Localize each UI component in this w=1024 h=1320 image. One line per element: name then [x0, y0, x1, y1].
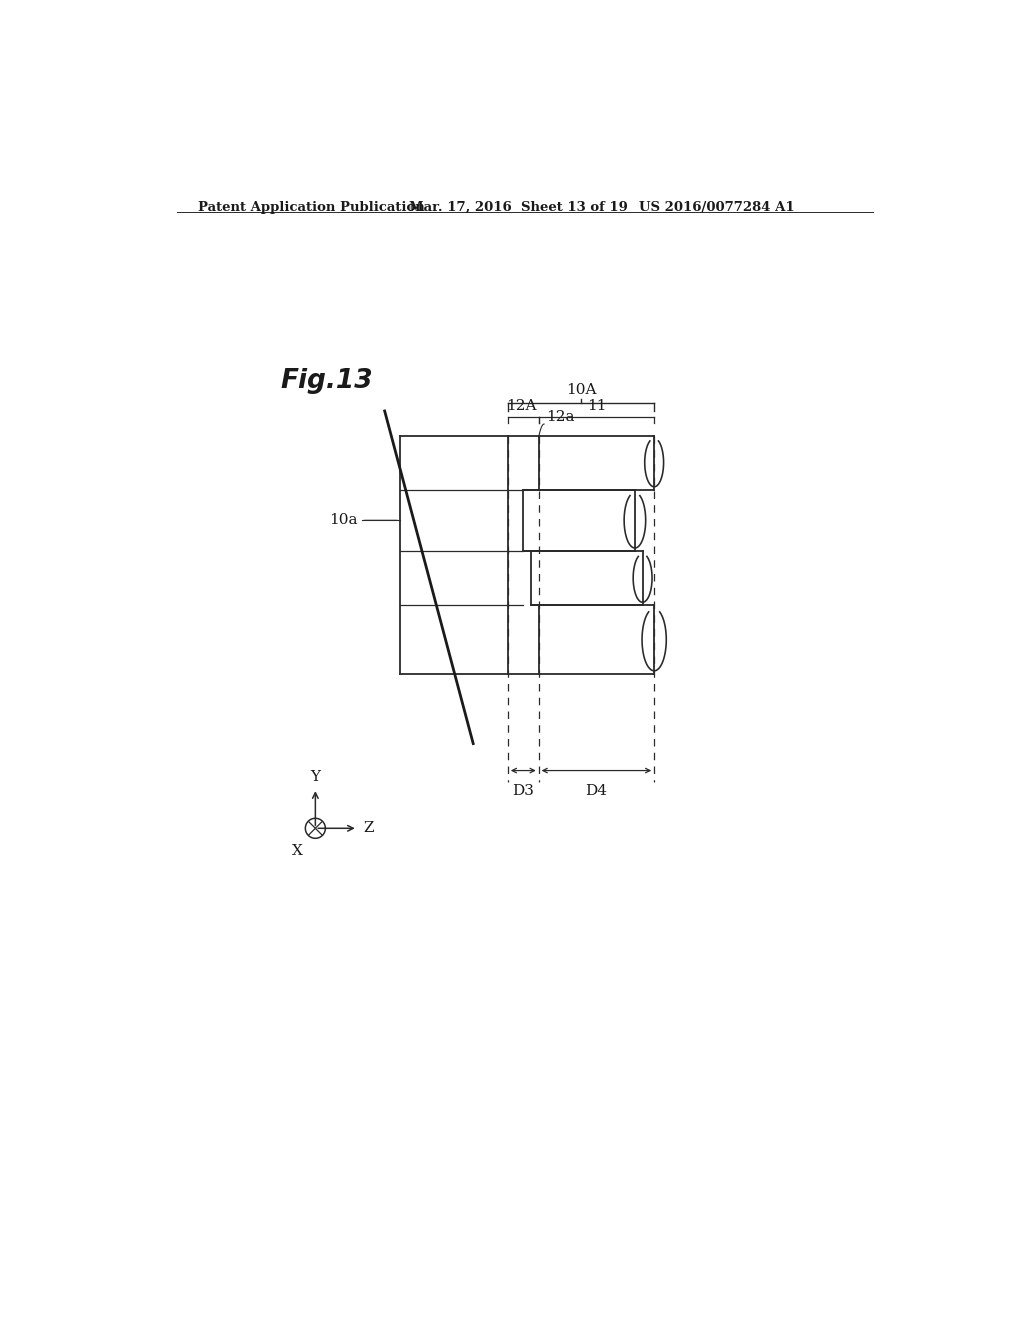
Text: D4: D4 — [586, 784, 607, 799]
Text: Fig.13: Fig.13 — [281, 368, 374, 393]
Text: 10a: 10a — [329, 513, 357, 527]
Text: D3: D3 — [512, 784, 535, 799]
Text: Y: Y — [310, 770, 321, 784]
Text: Mar. 17, 2016  Sheet 13 of 19: Mar. 17, 2016 Sheet 13 of 19 — [410, 201, 628, 214]
Text: Patent Application Publication: Patent Application Publication — [199, 201, 425, 214]
Text: 11: 11 — [587, 399, 606, 413]
Text: 10A: 10A — [565, 383, 596, 397]
Text: US 2016/0077284 A1: US 2016/0077284 A1 — [639, 201, 795, 214]
Text: X: X — [292, 845, 303, 858]
Text: 12a: 12a — [547, 411, 574, 424]
Text: Z: Z — [364, 821, 374, 836]
Text: 12A: 12A — [507, 399, 537, 413]
